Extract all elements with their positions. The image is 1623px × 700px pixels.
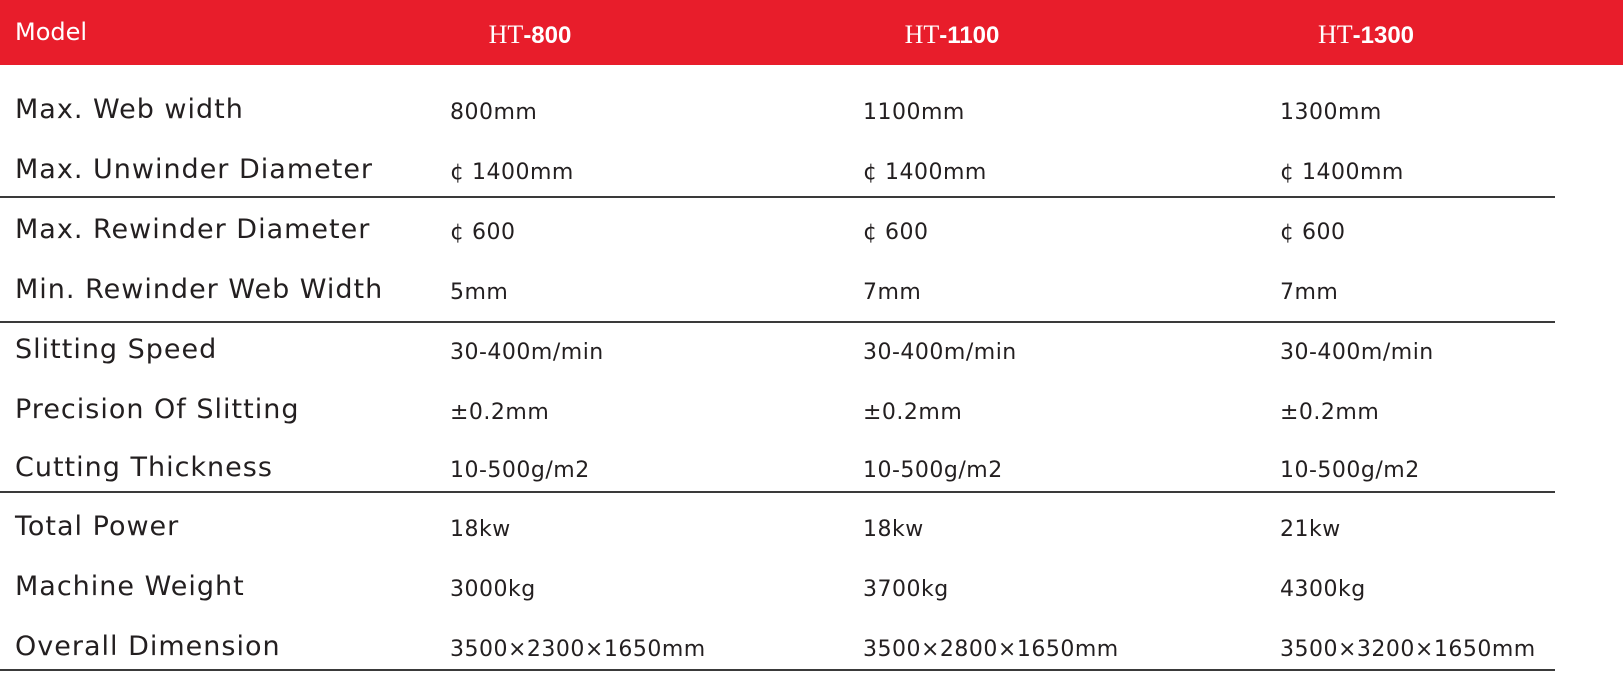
row-value: 10-500g/m2 [450, 458, 590, 483]
row-value: ¢ 600 [450, 220, 516, 245]
divider [0, 491, 1555, 493]
row-value: 7mm [863, 280, 922, 305]
row-label: Max. Web width [15, 94, 244, 125]
model-prefix: HT [904, 20, 940, 49]
row-label: Precision Of Slitting [15, 394, 300, 425]
model-number: -1100 [939, 22, 1000, 49]
model-column-header: HT-800 [489, 0, 572, 65]
model-header-label: Model [15, 18, 88, 46]
model-number: -1300 [1352, 22, 1415, 49]
row-label: Total Power [15, 511, 180, 542]
divider [0, 321, 1555, 323]
table-row: Min. Rewinder Web Width 5mm 7mm 7mm [0, 270, 1623, 310]
divider [0, 669, 1555, 671]
row-value: 3500×2800×1650mm [863, 637, 1119, 662]
row-value: ¢ 600 [1280, 220, 1346, 245]
row-value: 7mm [1280, 280, 1339, 305]
row-value: 30-400m/min [863, 340, 1017, 365]
row-label: Cutting Thickness [15, 452, 273, 483]
row-value: 4300kg [1280, 577, 1366, 602]
row-value: 1100mm [863, 100, 965, 125]
row-label: Overall Dimension [15, 631, 281, 662]
model-prefix: HT [488, 20, 524, 49]
model-number: -800 [523, 22, 572, 49]
row-value: ¢ 600 [863, 220, 929, 245]
row-value: 30-400m/min [1280, 340, 1434, 365]
row-value: ¢ 1400mm [1280, 160, 1404, 185]
table-row: Machine Weight 3000kg 3700kg 4300kg [0, 567, 1623, 607]
table-row: Cutting Thickness 10-500g/m2 10-500g/m2 10-… [0, 448, 1623, 488]
row-value: ¢ 1400mm [863, 160, 987, 185]
row-value: 3500×3200×1650mm [1280, 637, 1536, 662]
row-value: 3700kg [863, 577, 949, 602]
row-value: 5mm [450, 280, 509, 305]
divider [0, 196, 1555, 198]
model-prefix: HT [1317, 20, 1353, 49]
row-value: 30-400m/min [450, 340, 604, 365]
table-row: Precision Of Slitting ±0.2mm ±0.2mm ±0.2mm [0, 390, 1623, 430]
model-column-header: HT-1300 [1318, 0, 1414, 65]
row-label: Slitting Speed [15, 334, 218, 365]
model-column-header: HT-1100 [905, 0, 1000, 65]
row-label: Max. Unwinder Diameter [15, 154, 374, 185]
table-row: Max. Rewinder Diameter ¢ 600 ¢ 600 ¢ 600 [0, 210, 1623, 250]
table-row: Overall Dimension 3500×2300×1650mm 3500×28… [0, 627, 1623, 667]
row-label: Machine Weight [15, 571, 245, 602]
row-value: 3500×2300×1650mm [450, 637, 706, 662]
row-value: 18kw [450, 517, 511, 542]
row-value: 1300mm [1280, 100, 1382, 125]
row-value: 21kw [1280, 517, 1341, 542]
row-value: 10-500g/m2 [1280, 458, 1420, 483]
row-value: 10-500g/m2 [863, 458, 1003, 483]
row-value: 800mm [450, 100, 538, 125]
row-value: ±0.2mm [1280, 400, 1380, 425]
table-row: Max. Web width 800mm 1100mm 1300mm [0, 90, 1623, 130]
table-row: Max. Unwinder Diameter ¢ 1400mm ¢ 1400mm ¢ … [0, 150, 1623, 190]
row-label: Min. Rewinder Web Width [15, 274, 384, 305]
row-value: ±0.2mm [450, 400, 550, 425]
row-value: 18kw [863, 517, 924, 542]
table-row: Slitting Speed 30-400m/min 30-400m/min 30-4… [0, 330, 1623, 370]
table-row: Total Power 18kw 18kw 21kw [0, 507, 1623, 547]
row-value: 3000kg [450, 577, 536, 602]
table-header: Model HT-800 HT-1100 HT-1300 [0, 0, 1623, 65]
row-value: ±0.2mm [863, 400, 963, 425]
row-label: Max. Rewinder Diameter [15, 214, 371, 245]
row-value: ¢ 1400mm [450, 160, 574, 185]
